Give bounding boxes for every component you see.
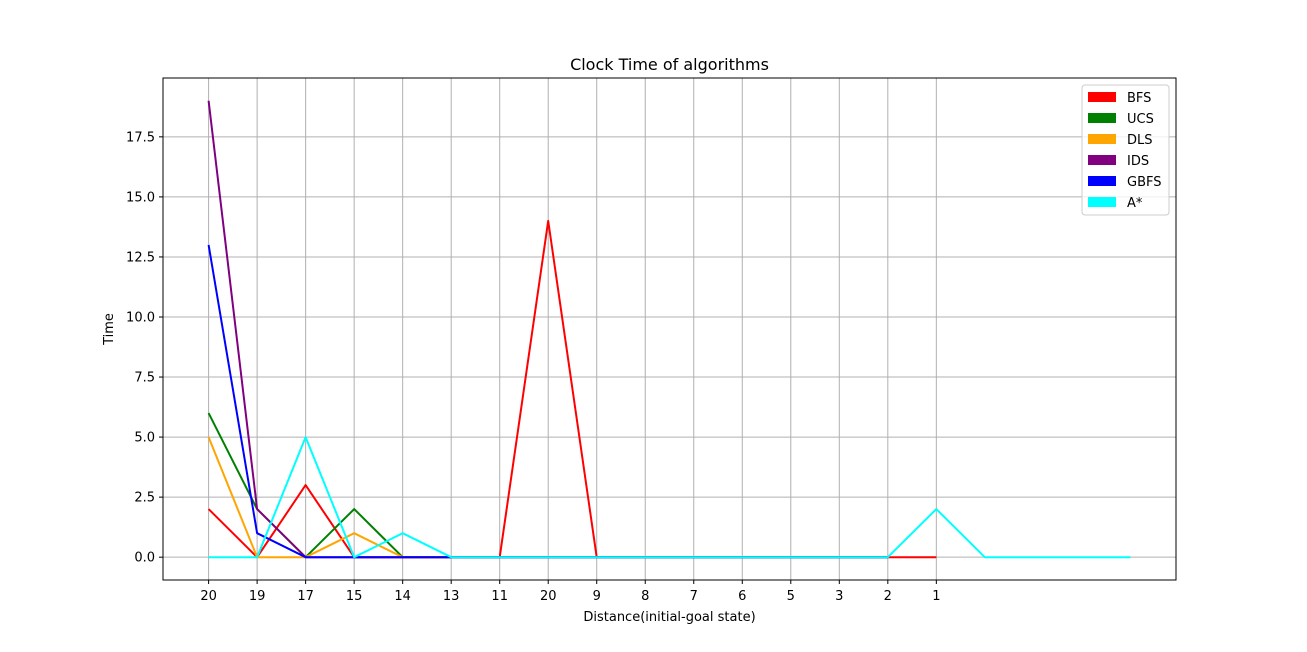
y-tick-label: 2.5	[134, 491, 155, 506]
axis-ticks: 20 19 17 15 14 13 11 20 9 8 7 6 5 3 2 10.02.55.07.510.0…	[126, 130, 940, 604]
x-tick-label: 5	[787, 589, 795, 604]
legend-label: GBFS	[1127, 175, 1162, 190]
y-tick-label: 0.0	[134, 551, 155, 566]
legend-swatch	[1088, 176, 1116, 186]
grid	[163, 78, 1176, 580]
legend-label: A*	[1127, 196, 1143, 211]
series-lines	[207, 100, 1131, 559]
y-tick-label: 15.0	[126, 190, 155, 205]
y-tick-label: 7.5	[134, 371, 155, 386]
y-tick-label: 12.5	[126, 250, 155, 265]
series-line-bfs	[207, 219, 937, 559]
x-tick-label: 20	[200, 589, 217, 604]
legend-label: IDS	[1127, 154, 1149, 169]
x-tick-label: 6	[738, 589, 746, 604]
y-tick-label: 17.5	[126, 130, 155, 145]
chart-title: Clock Time of algorithms	[570, 55, 769, 74]
legend-label: BFS	[1127, 91, 1151, 106]
x-tick-label: 15	[346, 589, 363, 604]
legend-label: DLS	[1127, 133, 1153, 148]
x-tick-label: 14	[394, 589, 411, 604]
series-line-a-	[208, 436, 1131, 559]
x-tick-label: 13	[443, 589, 460, 604]
x-tick-label: 9	[593, 589, 601, 604]
x-tick-label: 7	[690, 589, 698, 604]
legend-label: UCS	[1127, 112, 1154, 127]
legend: BFS UCS DLS IDS GBFS A*	[1081, 84, 1170, 216]
x-tick-label: 19	[249, 589, 266, 604]
x-tick-label: 2	[884, 589, 892, 604]
y-tick-label: 5.0	[134, 431, 155, 446]
x-tick-label: 8	[641, 589, 649, 604]
y-tick-label: 10.0	[126, 310, 155, 325]
legend-box	[1081, 84, 1170, 216]
legend-swatch	[1088, 197, 1116, 207]
legend-swatch	[1088, 134, 1116, 144]
x-tick-label: 17	[297, 589, 314, 604]
y-axis-title: Time	[102, 313, 117, 346]
legend-swatch	[1088, 155, 1116, 165]
x-tick-label: 1	[932, 589, 940, 604]
plot-frame	[162, 77, 1177, 581]
legend-swatch	[1088, 113, 1116, 123]
x-axis-title: Distance(initial-goal state)	[583, 610, 755, 625]
legend-swatch	[1088, 92, 1116, 102]
x-tick-label: 20	[540, 589, 557, 604]
x-tick-label: 3	[835, 589, 843, 604]
x-tick-label: 11	[491, 589, 508, 604]
